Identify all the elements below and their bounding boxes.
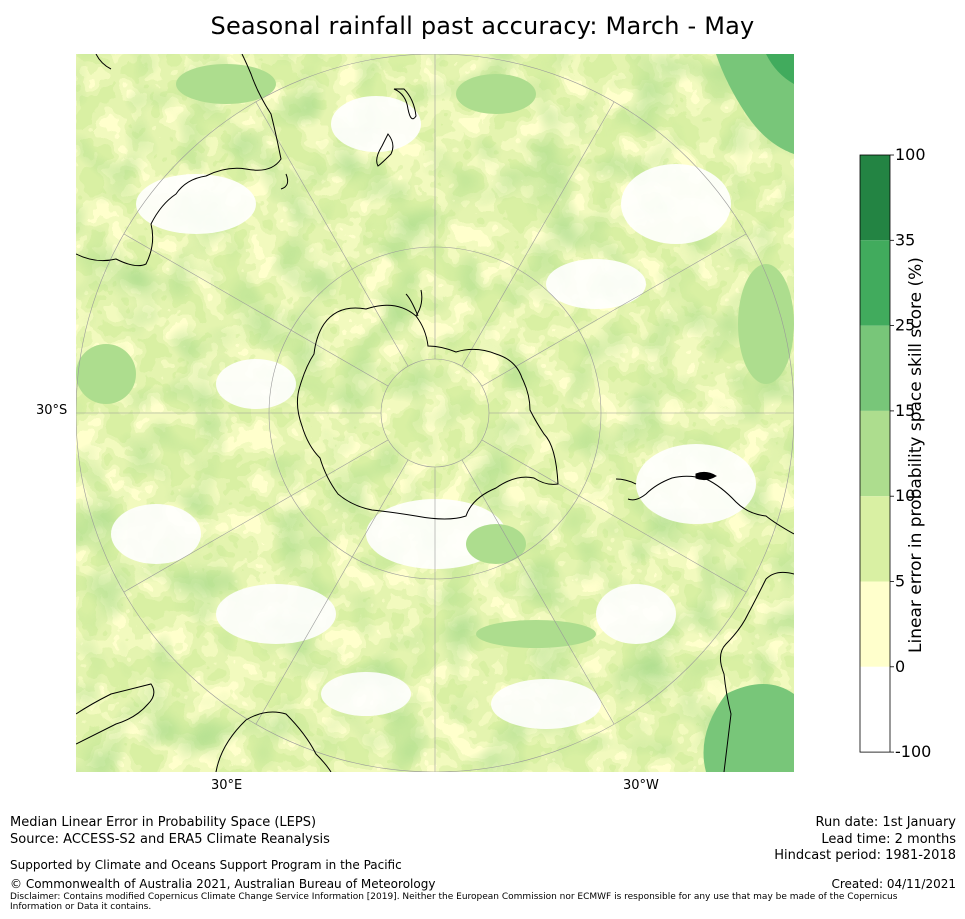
antarctica-coast xyxy=(296,304,559,520)
colorbar-tick-label: 15 xyxy=(895,401,915,420)
support-text: Supported by Climate and Oceans Support … xyxy=(10,858,402,872)
colorbar: 100 35 25 15 10 5 0 -100 xyxy=(859,145,931,761)
colorbar-bin xyxy=(860,240,890,326)
lat-label-30s: 30°S xyxy=(36,403,68,418)
lead-time: Lead time: 2 months xyxy=(821,832,956,847)
method-text: Median Linear Error in Probability Space… xyxy=(10,815,317,830)
colorbar-bin xyxy=(860,581,890,667)
colorbar-bin xyxy=(860,496,890,582)
negative-skill-patches xyxy=(111,96,756,729)
colorbar-tick-label: 5 xyxy=(895,572,905,591)
high-skill-patches xyxy=(76,54,794,772)
colorbar-tick-label: 0 xyxy=(895,657,905,676)
skill-score-map xyxy=(76,54,794,772)
hindcast-period: Hindcast period: 1981-2018 xyxy=(774,848,956,863)
colorbar-tick-label: 25 xyxy=(895,316,915,335)
australia-coast xyxy=(76,54,282,267)
graticule xyxy=(76,54,794,772)
colorbar-frame xyxy=(859,154,891,753)
colorbar-tick-label: 35 xyxy=(895,230,915,249)
source-text: Source: ACCESS-S2 and ERA5 Climate Reana… xyxy=(10,832,330,847)
chart-title: Seasonal rainfall past accuracy: March -… xyxy=(210,12,755,40)
disclaimer-text: Disclaimer: Contains modified Copernicus… xyxy=(10,892,898,912)
colorbar-tick-label: 10 xyxy=(895,486,915,505)
coastlines xyxy=(76,54,794,772)
colorbar-bin xyxy=(860,325,890,411)
colorbar-tick-label: -100 xyxy=(895,742,931,761)
colorbar-bin xyxy=(860,410,890,497)
colorbar-tick-label: 100 xyxy=(895,145,926,164)
copyright-text: © Commonwealth of Australia 2021, Austra… xyxy=(10,877,436,891)
run-date: Run date: 1st January xyxy=(815,815,956,830)
created-date: Created: 04/11/2021 xyxy=(831,877,956,891)
colorbar-label: Linear error in probability space skill … xyxy=(906,257,926,653)
lon-label-30w: 30°W xyxy=(623,778,659,793)
colorbar-bin xyxy=(860,155,890,241)
lon-label-30e: 30°E xyxy=(211,778,243,793)
africa-coast xyxy=(76,683,332,772)
new-zealand-coast xyxy=(376,88,417,167)
colorbar-bin xyxy=(860,666,890,753)
